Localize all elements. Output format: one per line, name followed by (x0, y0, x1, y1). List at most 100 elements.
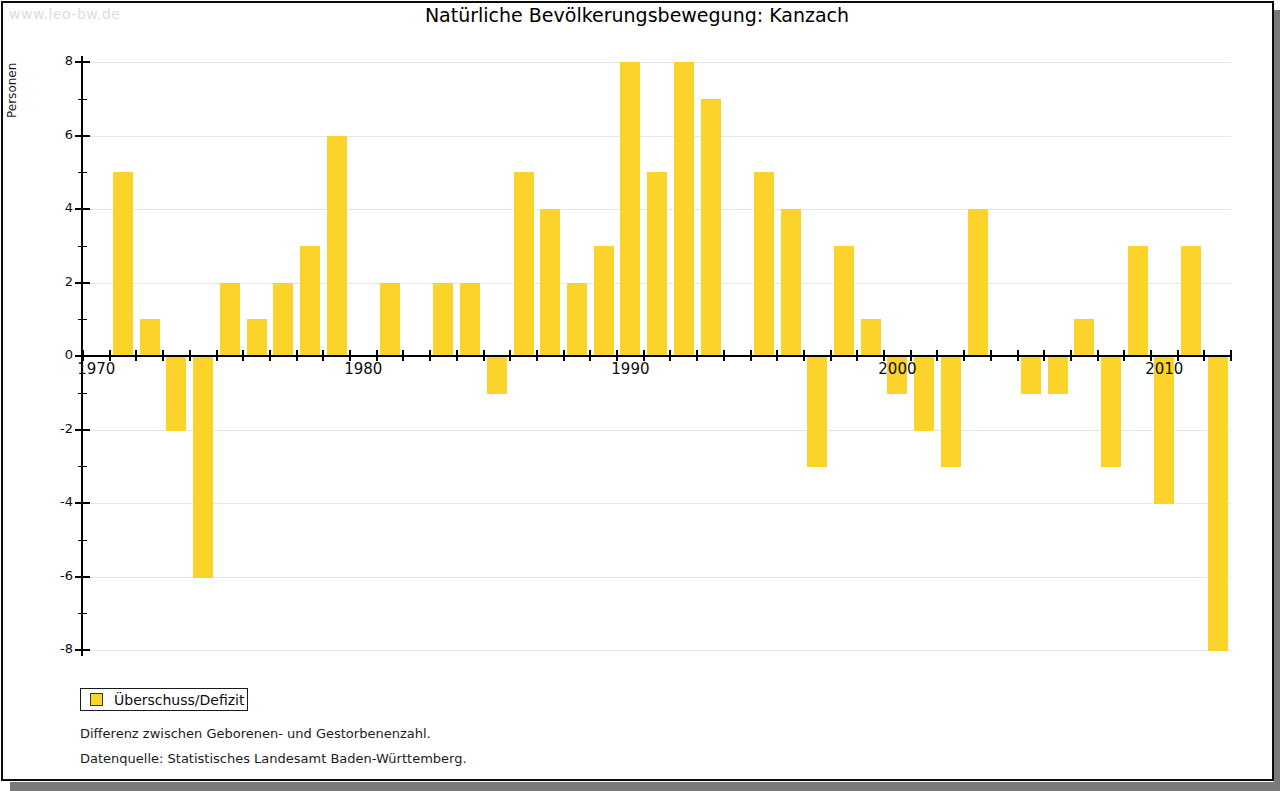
bar-2005 (1021, 357, 1041, 394)
x-tick-33 (963, 350, 965, 361)
legend: Überschuss/Defizit (80, 688, 248, 711)
gridline-6 (84, 136, 1231, 137)
x-tick-7 (269, 350, 271, 361)
x-tick-4 (189, 350, 191, 361)
bar-2010 (1154, 357, 1174, 504)
bar-1983 (433, 283, 453, 357)
x-tick-25 (750, 350, 752, 361)
x-tick-36 (1043, 350, 1045, 361)
bar-2002 (941, 357, 961, 467)
x-tick-9 (322, 350, 324, 361)
bar-1998 (834, 246, 854, 356)
gridline--2 (84, 430, 1231, 431)
bar-2012 (1208, 357, 1228, 651)
y-tick-4 (75, 208, 90, 210)
y-minor-tick--7 (78, 613, 87, 614)
y-tick-label--2: -2 (38, 421, 73, 436)
x-tick-28 (830, 350, 832, 361)
x-tick-15 (483, 350, 485, 361)
bar-1977 (273, 283, 293, 357)
y-tick-label-6: 6 (38, 127, 73, 142)
x-tick-3 (162, 350, 164, 361)
bar-1984 (460, 283, 480, 357)
y-minor-tick--5 (78, 540, 87, 541)
y-tick-label--4: -4 (38, 494, 73, 509)
y-minor-tick-1 (78, 319, 87, 320)
x-tick-6 (242, 350, 244, 361)
y-tick-2 (75, 282, 90, 284)
chart-title: Natürliche Bevölkerungsbewegung: Kanzach (0, 4, 1274, 26)
bar-1973 (166, 357, 186, 431)
x-tick-37 (1070, 350, 1072, 361)
x-tick-label-1970: 1970 (61, 360, 131, 378)
y-minor-tick-7 (78, 99, 87, 100)
bar-1974 (193, 357, 213, 578)
bar-2006 (1048, 357, 1068, 394)
y-tick--6 (75, 576, 90, 578)
x-axis-line (81, 355, 1231, 357)
legend-color-swatch (90, 693, 103, 706)
x-tick-label-1980: 1980 (328, 360, 398, 378)
x-tick-27 (803, 350, 805, 361)
bar-1986 (514, 172, 534, 356)
bar-1978 (300, 246, 320, 356)
bar-1997 (807, 357, 827, 467)
bar-1985 (487, 357, 507, 394)
bar-2009 (1128, 246, 1148, 356)
x-tick-12 (402, 350, 404, 361)
bar-1987 (540, 209, 560, 356)
gridline--4 (84, 503, 1231, 504)
x-tick-35 (1017, 350, 1019, 361)
x-tick-5 (216, 350, 218, 361)
y-tick--4 (75, 502, 90, 504)
y-tick-8 (75, 61, 90, 63)
x-tick-19 (589, 350, 591, 361)
y-tick-label-2: 2 (38, 274, 73, 289)
note-definition: Differenz zwischen Geborenen- und Gestor… (80, 726, 431, 741)
y-tick-6 (75, 135, 90, 137)
bar-1988 (567, 283, 587, 357)
bar-1976 (247, 319, 267, 356)
bar-2003 (968, 209, 988, 356)
bar-1993 (701, 99, 721, 356)
x-tick-label-1990: 1990 (595, 360, 665, 378)
y-minor-tick-5 (78, 172, 87, 173)
x-tick-23 (696, 350, 698, 361)
x-tick-label-2010: 2010 (1129, 360, 1199, 378)
y-axis-label: Personen (5, 54, 19, 118)
x-tick-39 (1123, 350, 1125, 361)
x-tick-18 (563, 350, 565, 361)
x-tick-38 (1097, 350, 1099, 361)
x-tick-32 (936, 350, 938, 361)
bar-2007 (1074, 319, 1094, 356)
bar-1992 (674, 62, 694, 356)
bar-1999 (861, 319, 881, 356)
x-tick-29 (856, 350, 858, 361)
y-tick-label--8: -8 (38, 641, 73, 656)
bar-1981 (380, 283, 400, 357)
bar-1990 (620, 62, 640, 356)
y-tick--8 (75, 649, 90, 651)
bar-1989 (594, 246, 614, 356)
bar-1991 (647, 172, 667, 356)
x-tick-24 (723, 350, 725, 361)
gridline-8 (84, 62, 1231, 63)
note-datasource: Datenquelle: Statistisches Landesamt Bad… (80, 751, 467, 766)
y-tick-label--6: -6 (38, 568, 73, 583)
y-tick-label-8: 8 (38, 53, 73, 68)
x-tick-16 (509, 350, 511, 361)
x-tick-8 (296, 350, 298, 361)
gridline--6 (84, 577, 1231, 578)
x-tick-14 (456, 350, 458, 361)
x-tick-13 (429, 350, 431, 361)
chart-content: www.leo-bw.de Natürliche Bevölkerungsbew… (0, 0, 1280, 791)
bar-1972 (140, 319, 160, 356)
bar-2008 (1101, 357, 1121, 467)
y-minor-tick-3 (78, 246, 87, 247)
y-tick--2 (75, 429, 90, 431)
bar-1979 (327, 136, 347, 357)
gridline--8 (84, 650, 1231, 651)
bar-2011 (1181, 246, 1201, 356)
bar-1995 (754, 172, 774, 356)
x-tick-label-2000: 2000 (862, 360, 932, 378)
